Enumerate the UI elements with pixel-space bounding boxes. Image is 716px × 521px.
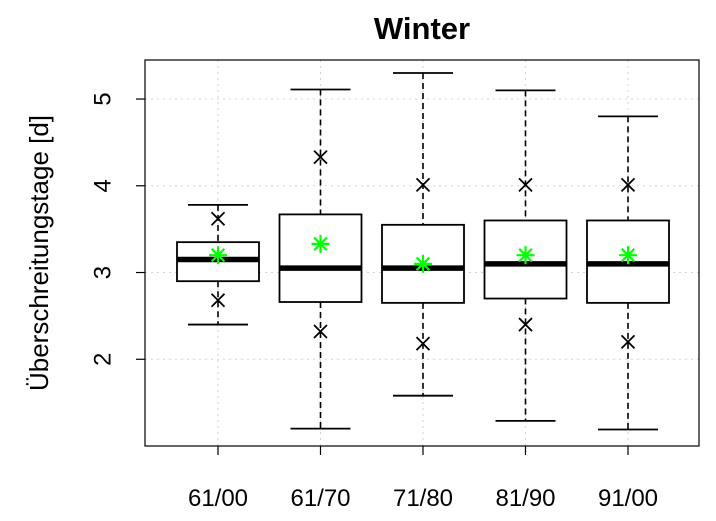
plot-frame [144, 59, 700, 447]
x-tick-label-2: 71/80 [393, 485, 453, 512]
y-tick-label-3: 5 [89, 92, 116, 105]
mean-marker [414, 254, 432, 273]
axes: 2 3 4 5 61/00 61/70 71/80 81/90 91/00 [89, 92, 658, 512]
box-71/80 [381, 72, 465, 397]
boxes [176, 72, 670, 431]
mean-marker [311, 234, 330, 253]
percentile-mark-p-low [415, 336, 431, 351]
y-tick-label-1: 3 [89, 266, 116, 279]
percentile-mark-p-high [210, 211, 226, 226]
box-61/00 [176, 203, 260, 326]
x-tick-label-3: 81/90 [495, 485, 555, 512]
box-81/90 [483, 89, 568, 422]
percentile-mark-p-low [620, 334, 636, 350]
chart-title: Winter [374, 11, 470, 46]
mean-marker [619, 246, 637, 265]
x-tick-label-0: 61/00 [188, 485, 248, 512]
y-axis-label: Überschreitungstage [d] [24, 115, 54, 391]
box-61/70 [278, 88, 363, 430]
x-tick-label-4: 91/00 [598, 485, 658, 512]
mean-marker [209, 246, 227, 265]
box-91/00 [586, 115, 670, 431]
percentile-mark-p-low [313, 324, 328, 339]
percentile-mark-p-high [518, 177, 533, 193]
percentile-mark-p-high [313, 150, 328, 165]
y-tick-label-2: 4 [89, 179, 116, 192]
x-tick-label-1: 61/70 [290, 485, 350, 512]
percentile-mark-p-high [415, 177, 431, 193]
box-body [278, 213, 363, 303]
percentile-mark-p-low [518, 317, 533, 332]
percentile-mark-p-high [620, 177, 636, 193]
percentile-mark-p-low [210, 293, 226, 308]
y-tick-label-0: 2 [89, 353, 116, 366]
mean-marker [516, 246, 535, 265]
